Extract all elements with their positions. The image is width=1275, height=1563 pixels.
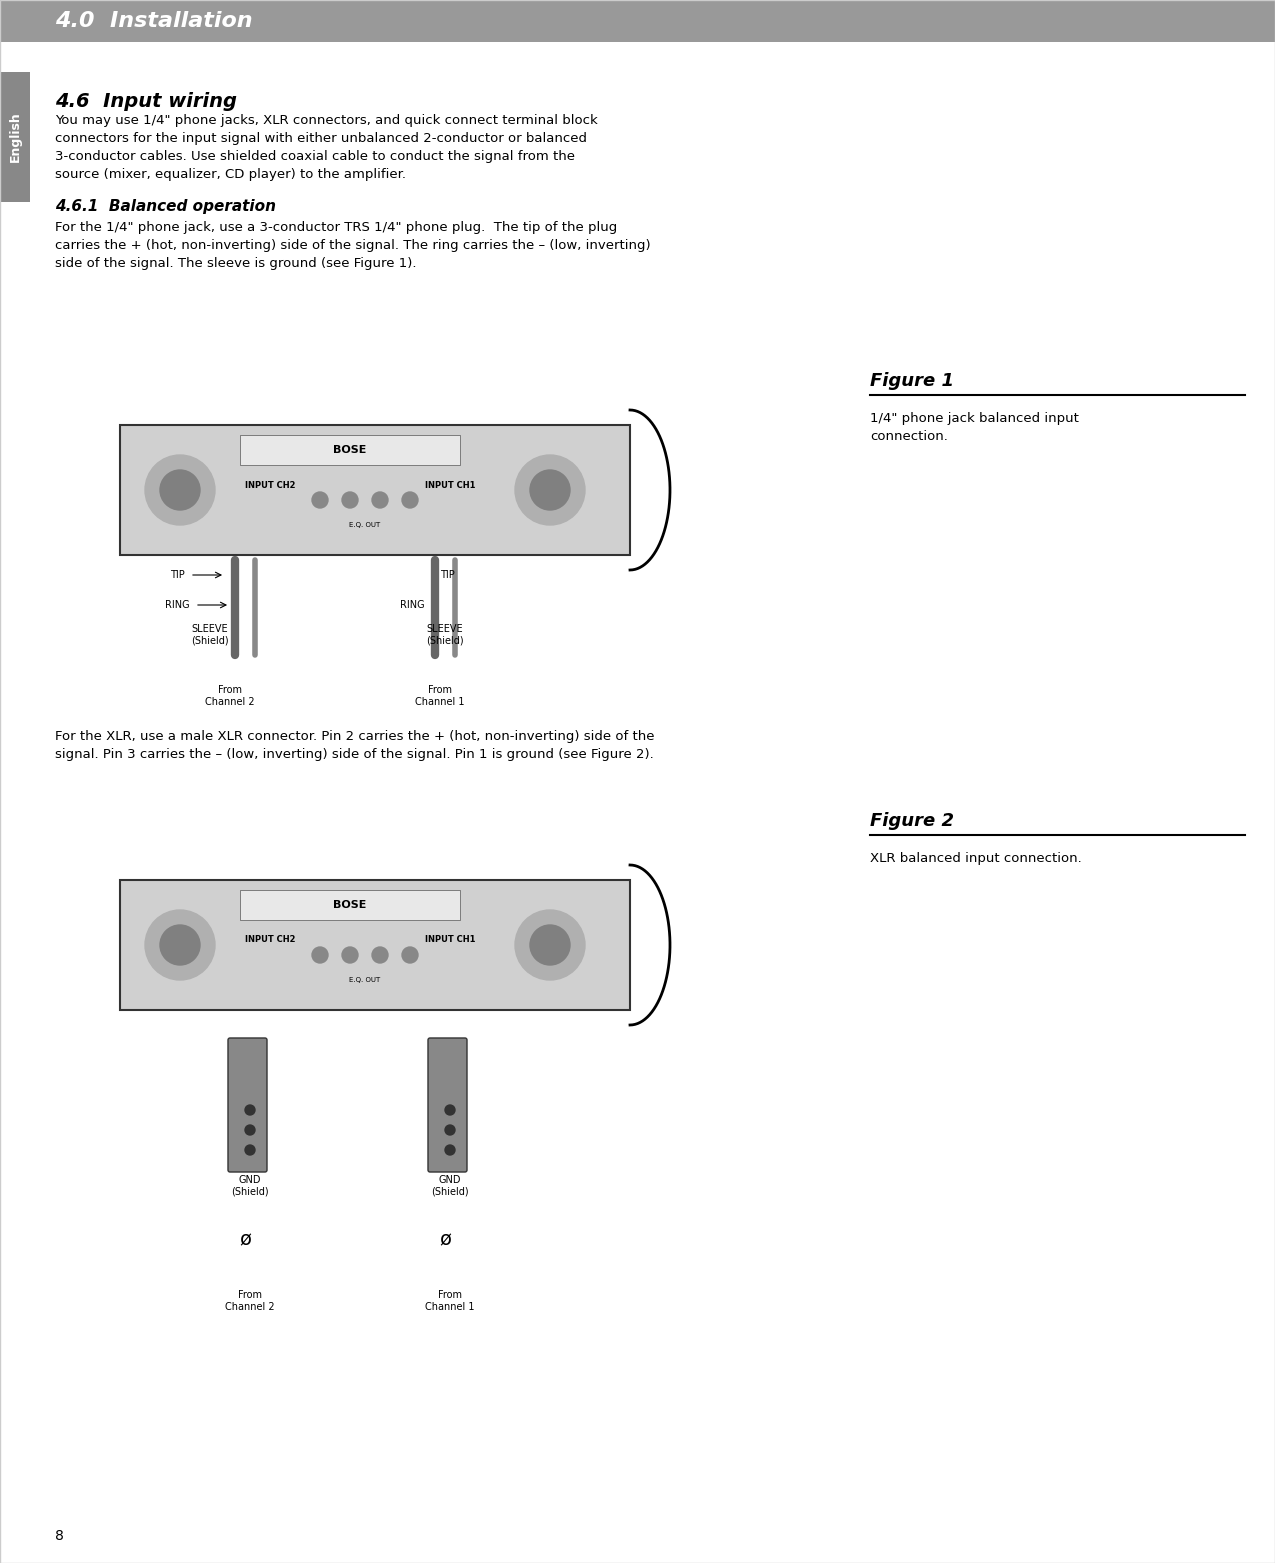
Text: From
Channel 1: From Channel 1: [426, 1289, 474, 1311]
Circle shape: [312, 492, 328, 508]
Circle shape: [402, 947, 418, 963]
Text: BOSE: BOSE: [333, 900, 367, 910]
Text: For the XLR, use a male XLR connector. Pin 2 carries the + (hot, non-inverting) : For the XLR, use a male XLR connector. P…: [55, 730, 654, 761]
Circle shape: [515, 455, 585, 525]
Circle shape: [145, 910, 215, 980]
Text: You may use 1/4" phone jacks, XLR connectors, and quick connect terminal block
c: You may use 1/4" phone jacks, XLR connec…: [55, 114, 598, 181]
Text: 1/4" phone jack balanced input
connection.: 1/4" phone jack balanced input connectio…: [870, 413, 1079, 442]
Text: E.Q. OUT: E.Q. OUT: [349, 522, 381, 528]
Text: SLEEVE
(Shield): SLEEVE (Shield): [426, 624, 464, 646]
Text: GND
(Shield): GND (Shield): [431, 1175, 469, 1197]
Circle shape: [159, 925, 200, 964]
Circle shape: [312, 947, 328, 963]
Text: XLR balanced input connection.: XLR balanced input connection.: [870, 852, 1081, 864]
Text: BOSE: BOSE: [333, 445, 367, 455]
Circle shape: [445, 1146, 455, 1155]
Circle shape: [402, 492, 418, 508]
Circle shape: [372, 947, 388, 963]
Text: GND
(Shield): GND (Shield): [231, 1175, 269, 1197]
Circle shape: [245, 1146, 255, 1155]
Circle shape: [445, 1105, 455, 1114]
Text: 4.6  Input wiring: 4.6 Input wiring: [55, 92, 237, 111]
Text: English: English: [9, 111, 22, 163]
Bar: [240, 435, 460, 466]
Bar: [120, 425, 630, 555]
Text: From
Channel 1: From Channel 1: [416, 685, 465, 706]
Bar: [0, 72, 31, 202]
Text: TIP: TIP: [171, 570, 185, 580]
Circle shape: [515, 910, 585, 980]
Text: 4.0  Installation: 4.0 Installation: [55, 11, 252, 31]
Text: INPUT CH2: INPUT CH2: [245, 936, 296, 944]
Circle shape: [342, 492, 358, 508]
Text: 8: 8: [55, 1529, 64, 1543]
Text: RING: RING: [400, 600, 425, 610]
Text: From
Channel 2: From Channel 2: [226, 1289, 275, 1311]
Bar: [240, 889, 460, 921]
Circle shape: [245, 1105, 255, 1114]
Text: Figure 1: Figure 1: [870, 372, 954, 391]
Text: 4.6.1  Balanced operation: 4.6.1 Balanced operation: [55, 199, 275, 214]
Text: INPUT CH1: INPUT CH1: [425, 936, 476, 944]
Text: ø: ø: [439, 1230, 451, 1249]
Text: SLEEVE
(Shield): SLEEVE (Shield): [191, 624, 228, 646]
Text: For the 1/4" phone jack, use a 3-conductor TRS 1/4" phone plug.  The tip of the : For the 1/4" phone jack, use a 3-conduct…: [55, 220, 650, 270]
Circle shape: [372, 492, 388, 508]
Text: TIP: TIP: [440, 570, 455, 580]
Circle shape: [159, 470, 200, 510]
Circle shape: [530, 470, 570, 510]
Bar: [0, 0, 1275, 42]
Circle shape: [530, 925, 570, 964]
FancyBboxPatch shape: [228, 1038, 266, 1172]
Text: From
Channel 2: From Channel 2: [205, 685, 255, 706]
Circle shape: [445, 1125, 455, 1135]
FancyBboxPatch shape: [428, 1038, 467, 1172]
Text: RING: RING: [166, 600, 190, 610]
Bar: [120, 880, 630, 1010]
Circle shape: [245, 1125, 255, 1135]
Circle shape: [145, 455, 215, 525]
Text: E.Q. OUT: E.Q. OUT: [349, 977, 381, 983]
Text: ø: ø: [238, 1230, 251, 1249]
Text: Figure 2: Figure 2: [870, 813, 954, 830]
Text: INPUT CH1: INPUT CH1: [425, 480, 476, 489]
Text: INPUT CH2: INPUT CH2: [245, 480, 296, 489]
Circle shape: [342, 947, 358, 963]
